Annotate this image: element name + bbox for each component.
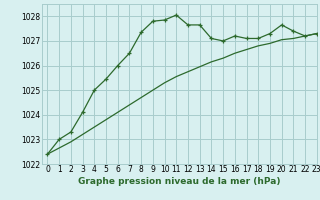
X-axis label: Graphe pression niveau de la mer (hPa): Graphe pression niveau de la mer (hPa) bbox=[78, 177, 280, 186]
